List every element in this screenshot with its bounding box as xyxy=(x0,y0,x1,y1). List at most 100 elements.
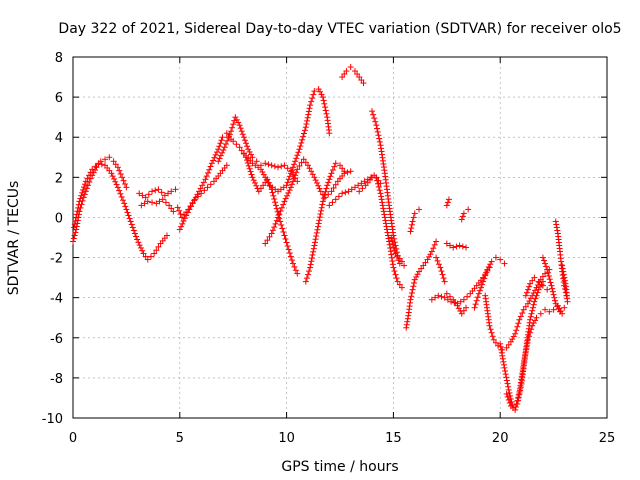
data-point xyxy=(374,125,381,132)
data-point xyxy=(89,166,96,173)
data-point xyxy=(343,68,350,75)
data-point xyxy=(287,253,294,260)
data-point xyxy=(316,214,323,221)
data-point xyxy=(302,278,309,285)
data-point xyxy=(315,223,322,230)
data-point xyxy=(435,292,442,299)
data-point xyxy=(546,276,553,283)
data-point xyxy=(168,205,175,212)
axis-ticks: 0 5 10 15 20 25 -10 -8 -6 -4 -2 0 2 4 6 8 xyxy=(42,51,616,446)
data-point xyxy=(522,292,529,299)
data-point xyxy=(528,310,535,317)
data-point xyxy=(500,358,507,365)
data-point xyxy=(456,242,463,249)
data-point xyxy=(404,318,411,325)
data-point xyxy=(474,294,481,301)
data-point xyxy=(71,224,78,231)
data-point xyxy=(285,176,292,183)
data-point xyxy=(543,263,550,270)
data-point xyxy=(388,254,395,261)
data-point xyxy=(281,232,288,239)
data-point xyxy=(389,261,396,268)
data-point xyxy=(524,336,531,343)
data-point xyxy=(266,233,273,240)
data-point xyxy=(427,251,434,258)
data-point xyxy=(276,211,283,218)
data-point xyxy=(381,211,388,218)
data-point xyxy=(339,190,346,197)
data-point xyxy=(505,341,512,348)
data-point xyxy=(408,225,415,232)
data-point xyxy=(310,91,317,98)
data-point xyxy=(151,250,158,257)
y-tick-label: 8 xyxy=(55,51,63,66)
data-point xyxy=(81,181,88,188)
data-point xyxy=(450,296,457,303)
data-point xyxy=(355,182,362,189)
data-point xyxy=(323,185,330,192)
data-point xyxy=(213,149,220,156)
data-point xyxy=(441,294,448,301)
y-tick-label: 4 xyxy=(55,131,63,146)
data-point xyxy=(293,169,300,176)
data-point xyxy=(257,185,264,192)
data-point xyxy=(356,74,363,81)
y-tick-label: 0 xyxy=(55,211,63,226)
data-point xyxy=(394,278,401,285)
data-point xyxy=(306,165,313,172)
data-point xyxy=(329,199,336,206)
data-point xyxy=(117,170,124,177)
data-point xyxy=(308,258,315,265)
data-point xyxy=(98,161,105,168)
data-point xyxy=(260,182,267,189)
data-point xyxy=(554,227,561,234)
data-point xyxy=(537,283,544,290)
data-point xyxy=(106,154,113,161)
data-point xyxy=(84,175,91,182)
data-point xyxy=(223,162,230,169)
chart-title: Day 322 of 2021, Sidereal Day-to-day VTE… xyxy=(58,21,621,37)
data-point xyxy=(87,169,94,176)
data-point xyxy=(240,134,247,141)
data-point xyxy=(532,317,539,324)
data-point xyxy=(305,108,312,115)
x-tick-label: 5 xyxy=(176,431,184,446)
data-point xyxy=(341,71,348,78)
data-point xyxy=(281,198,288,205)
data-point xyxy=(393,253,400,260)
data-point xyxy=(552,300,559,307)
data-point xyxy=(510,333,517,340)
data-point xyxy=(199,182,206,189)
data-point xyxy=(86,179,93,186)
data-point xyxy=(484,266,491,273)
data-point xyxy=(235,119,242,126)
data-point xyxy=(464,293,471,300)
data-point xyxy=(348,186,355,193)
data-point xyxy=(505,386,512,393)
data-point xyxy=(420,262,427,269)
data-point xyxy=(269,189,276,196)
data-point xyxy=(411,210,418,217)
data-point xyxy=(489,333,496,340)
data-point xyxy=(561,277,568,284)
x-axis-label: GPS time / hours xyxy=(281,459,398,475)
data-point xyxy=(75,201,82,208)
data-point xyxy=(70,238,76,245)
data-point xyxy=(514,397,521,404)
data-point xyxy=(310,245,317,252)
data-point xyxy=(447,293,454,300)
data-point xyxy=(253,182,260,189)
data-point xyxy=(351,184,358,191)
data-point xyxy=(332,181,339,188)
data-point xyxy=(278,221,285,228)
data-point xyxy=(273,217,280,224)
data-point xyxy=(114,184,121,191)
data-point xyxy=(443,290,450,297)
data-point xyxy=(498,349,505,356)
data-point xyxy=(315,182,322,189)
data-point xyxy=(179,220,186,227)
data-point xyxy=(236,122,243,129)
data-point xyxy=(303,121,310,128)
data-point xyxy=(564,298,571,305)
data-point xyxy=(123,184,130,191)
